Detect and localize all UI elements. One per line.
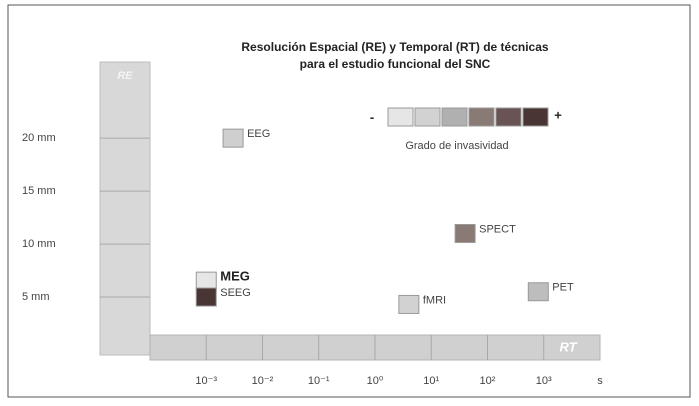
x-tick-label: 10¹ [423,375,439,387]
chart-title: para el estudio funcional del SNC [300,57,491,71]
x-axis-title: RT [559,339,577,354]
y-tick-label: 20 mm [22,132,56,144]
point-label: MEG [220,269,250,284]
legend-label: Grado de invasividad [405,140,508,152]
legend-swatch [441,107,468,127]
y-axis-column [99,61,151,356]
data-point [195,271,217,291]
data-point [222,128,244,148]
point-label: SEEG [220,287,251,299]
y-axis-title: RE [117,70,133,82]
y-tick-label: 10 mm [22,238,56,250]
y-tick-label: 5 mm [22,291,50,303]
x-tick-label: 10³ [536,375,552,387]
data-point [527,282,549,302]
legend-swatch [522,107,549,127]
legend-swatch [414,107,441,127]
point-label: fMRI [423,294,446,306]
x-tick-label: 10² [480,375,496,387]
x-tick-label: 10⁻¹ [308,375,330,387]
legend-swatch [495,107,522,127]
legend-swatch [468,107,495,127]
x-tick-label: 10⁻² [252,375,274,387]
y-tick-label: 15 mm [22,185,56,197]
x-tick-label: 10⁻³ [195,375,217,387]
data-point [195,287,217,307]
data-point [398,294,420,314]
x-unit: s [597,375,603,387]
point-label: PET [552,282,574,294]
legend-low: - [370,109,374,124]
legend-swatch [387,107,414,127]
chart-title: Resolución Espacial (RE) y Temporal (RT)… [241,40,549,54]
x-tick-label: 10⁰ [367,375,384,387]
point-label: SPECT [479,223,516,235]
legend-high: + [554,107,562,122]
data-point [454,223,476,243]
point-label: EEG [247,128,270,140]
